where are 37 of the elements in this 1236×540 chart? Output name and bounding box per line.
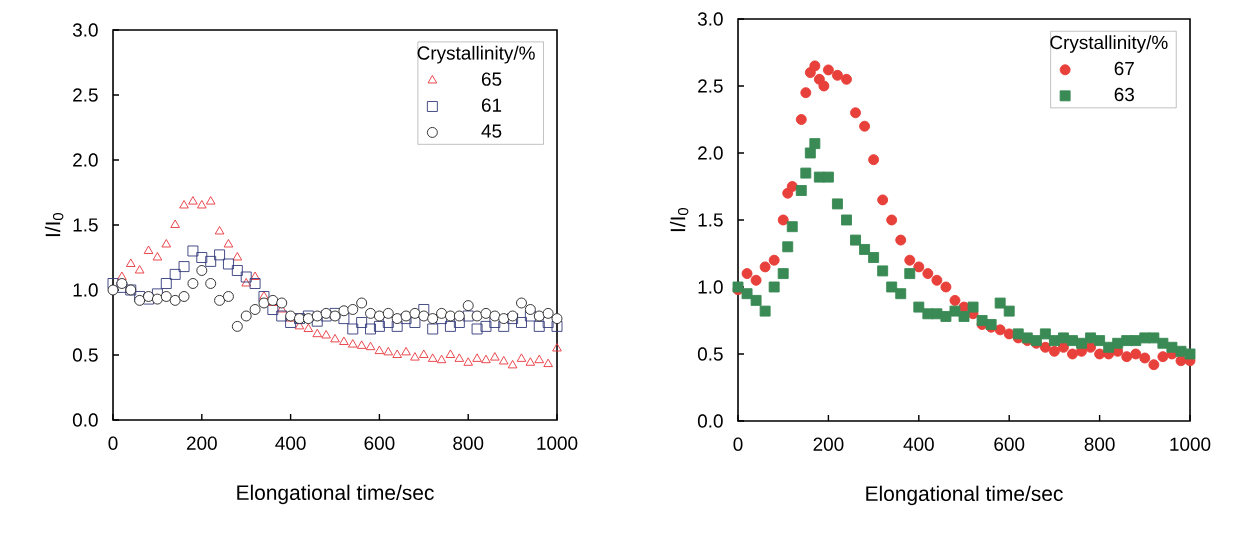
legend-label: 61	[481, 98, 502, 112]
y-tick-label: 1.0	[73, 283, 98, 297]
y-tick-label: 0.0	[72, 413, 98, 427]
legend-title: Crystallinity/%	[417, 45, 535, 64]
legend-label: 63	[1114, 87, 1134, 102]
legend-label: 65	[481, 72, 502, 86]
x-tick-label: 800	[1084, 437, 1115, 451]
x-axis-title: Elongational time/sec	[866, 485, 1063, 506]
x-axis-title: Elongational time/sec	[237, 484, 434, 505]
y-tick-label: 0.5	[72, 348, 98, 362]
x-tick-label: 800	[453, 436, 484, 450]
x-tick-label: 600	[994, 437, 1025, 451]
x-tick-label: 200	[813, 437, 844, 451]
x-tick-label: 0	[108, 436, 118, 450]
y-tick-label: 2.5	[698, 79, 723, 93]
y-tick-label: 3.0	[697, 12, 723, 26]
y-tick-label: 1.5	[698, 213, 723, 227]
y-axis-title: I/I$_{0}$	[44, 213, 64, 237]
y-tick-label: 0.0	[697, 414, 723, 428]
x-tick-label: 400	[903, 437, 934, 451]
legend-label: 45	[481, 124, 502, 138]
x-tick-label: 200	[186, 436, 217, 450]
y-tick-label: 2.0	[73, 153, 98, 167]
legend-label: 67	[1114, 61, 1134, 76]
y-axis-title: I/I$_{0}$	[669, 208, 689, 232]
x-tick-label: 0	[733, 437, 743, 451]
legend-title: Crystallinity/%	[1050, 35, 1168, 53]
y-tick-label: 2.5	[73, 88, 98, 102]
y-tick-label: 1.0	[698, 280, 723, 294]
x-tick-label: 1000	[1170, 437, 1211, 451]
x-tick-label: 600	[364, 436, 395, 450]
x-tick-label: 400	[275, 436, 306, 450]
y-tick-label: 0.5	[697, 347, 723, 361]
y-tick-label: 3.0	[72, 23, 98, 37]
y-tick-label: 2.0	[698, 146, 723, 160]
y-tick-label: 1.5	[73, 218, 98, 232]
x-tick-label: 1000	[537, 436, 578, 450]
